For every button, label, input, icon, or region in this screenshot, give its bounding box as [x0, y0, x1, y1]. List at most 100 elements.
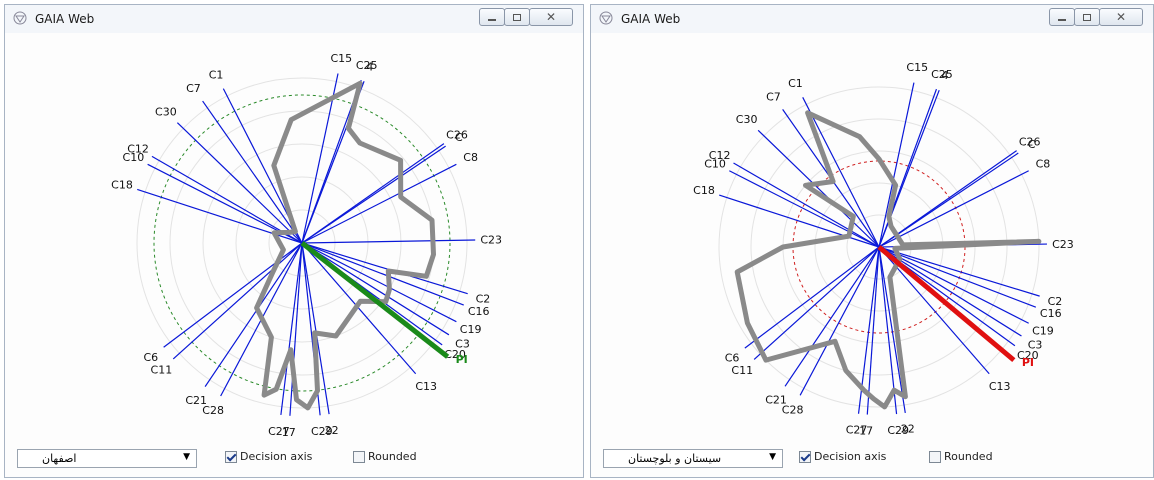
checkbox-box: [353, 450, 365, 463]
axis-label: C26: [1019, 135, 1041, 148]
axis-label: C23: [480, 234, 502, 247]
criterion-axis: [878, 170, 1029, 248]
axis-label: 22: [901, 423, 915, 436]
decision-axis-checkbox[interactable]: Decision axis: [225, 450, 312, 463]
decision-axis-label: Decision axis: [240, 450, 313, 463]
axis-label: C30: [736, 113, 758, 126]
axis-label: C7: [766, 90, 781, 103]
close-button[interactable]: ✕: [1099, 8, 1143, 26]
axis-label: C8: [1036, 157, 1051, 170]
criterion-axis: [729, 170, 880, 248]
criterion-axis: [301, 242, 417, 375]
axis-label: C20: [1017, 349, 1039, 362]
axis-label: C6: [144, 351, 159, 364]
criterion-axis: [878, 82, 915, 248]
bottom-toolbar: سیستان و بلوچستان ▼ Decision axis Rounde…: [599, 447, 1145, 469]
close-button[interactable]: ✕: [529, 8, 573, 26]
axis-label: C27: [268, 425, 290, 438]
criterion-axis: [301, 145, 446, 244]
axis-label: C1: [209, 68, 224, 81]
rounded-label: Rounded: [944, 450, 993, 463]
axis-label: 4: [366, 60, 373, 73]
axis-label: C18: [111, 179, 133, 192]
axis-label: C26: [446, 128, 468, 141]
criterion-axis: [147, 163, 303, 244]
maximize-icon: [513, 13, 521, 21]
axis-label: C10: [704, 157, 726, 170]
axis-label: C12: [127, 142, 149, 155]
minimize-button[interactable]: [479, 8, 505, 26]
region-select-value: اصفهان: [42, 452, 77, 465]
criterion-axis: [744, 246, 880, 349]
axis-label: C23: [1052, 238, 1074, 251]
maximize-button[interactable]: [504, 8, 530, 26]
criterion-axis: [301, 242, 468, 295]
maximize-button[interactable]: [1074, 8, 1100, 26]
criterion-axis: [753, 246, 880, 360]
axis-label: 22: [325, 424, 339, 437]
decision-circle: [153, 94, 451, 392]
criterion-axis: [784, 246, 880, 387]
axis-label: C16: [468, 305, 490, 318]
decision-axis-pi: [300, 241, 450, 359]
criterion-axis: [151, 155, 303, 244]
minimize-icon: [1058, 19, 1066, 21]
criterion-axis: [301, 239, 476, 244]
axis-label: 17: [859, 425, 873, 438]
rounded-checkbox[interactable]: Rounded: [353, 450, 417, 463]
criterion-axis: [878, 246, 1022, 337]
criterion-axis: [878, 152, 1019, 248]
axis-label: C19: [460, 323, 482, 336]
axis-label: C28: [202, 404, 224, 417]
decision-axis-label: Decision axis: [814, 450, 887, 463]
axis-label: C13: [415, 380, 437, 393]
axis-label: C25: [356, 59, 378, 72]
axis-label: C19: [1032, 325, 1054, 338]
axis-label: C7: [186, 82, 201, 95]
criterion-axis: [301, 242, 450, 336]
axis-label: C8: [463, 151, 478, 164]
criterion-axis: [802, 97, 880, 248]
alternative-profile: [734, 110, 1042, 410]
grid-circle: [718, 86, 1040, 408]
grid-circle: [136, 77, 468, 409]
criterion-axis: [733, 162, 880, 248]
criterion-axis: [202, 100, 303, 244]
axis-label: C25: [931, 68, 953, 81]
rounded-label: Rounded: [368, 450, 417, 463]
close-icon: ✕: [545, 10, 557, 24]
axis-label: C6: [725, 352, 740, 365]
maximize-icon: [1083, 13, 1091, 21]
criterion-axis: [301, 242, 330, 415]
decision-axis-checkbox[interactable]: Decision axis: [799, 450, 886, 463]
criterion-axis: [878, 246, 1029, 324]
region-select-value: سیستان و بلوچستان: [628, 452, 722, 465]
decision-axis-pi: [877, 245, 1016, 363]
alternative-profile: [254, 80, 436, 411]
axis-label: C11: [731, 364, 753, 377]
rounded-checkbox[interactable]: Rounded: [929, 450, 993, 463]
title-bar[interactable]: GAIA Web ✕: [5, 5, 583, 33]
criterion-axis: [204, 242, 303, 387]
bottom-toolbar: اصفهان ▼ Decision axis Rounded: [13, 447, 575, 469]
grid-circle: [750, 118, 1008, 376]
minimize-button[interactable]: [1049, 8, 1075, 26]
criterion-axis: [301, 163, 457, 244]
axis-label: C13: [989, 380, 1011, 393]
title-bar[interactable]: GAIA Web ✕: [591, 5, 1153, 33]
axis-label: 4: [941, 69, 948, 82]
checkbox-box: [799, 450, 811, 463]
grid-circle: [202, 143, 402, 343]
criterion-axis: [878, 246, 906, 414]
axis-label: 17: [282, 426, 296, 439]
axis-label: C18: [693, 184, 715, 197]
axis-label: C21: [765, 394, 787, 407]
axis-label: C20: [444, 348, 466, 361]
region-select[interactable]: سیستان و بلوچستان ▼: [603, 449, 783, 468]
region-select[interactable]: اصفهان ▼: [17, 449, 197, 468]
criterion-axis: [878, 246, 1040, 297]
axis-label: C29: [887, 424, 909, 437]
axis-label: C16: [1040, 307, 1062, 320]
axis-label: C15: [906, 61, 928, 74]
chevron-down-icon: ▼: [183, 452, 190, 462]
